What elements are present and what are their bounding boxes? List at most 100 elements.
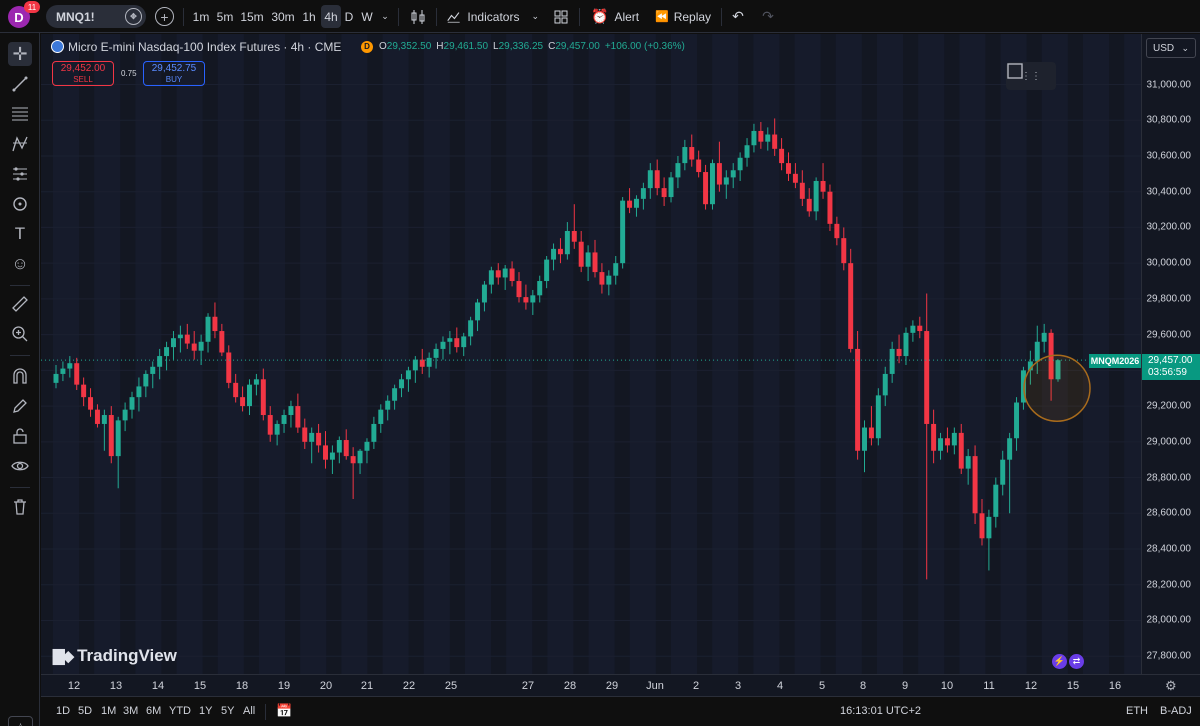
session-toggle[interactable]: ETH	[1126, 705, 1148, 717]
candle-body	[247, 384, 252, 407]
compare-add-symbol-button[interactable]: +	[155, 7, 174, 26]
candle-body	[392, 388, 398, 401]
toolbar-divider	[398, 8, 399, 26]
layouts-button[interactable]	[550, 5, 572, 28]
candle-body	[226, 352, 232, 383]
interval-30m[interactable]: 30m	[271, 9, 295, 24]
candle	[454, 327, 460, 353]
candle-body	[274, 423, 280, 435]
magnet-tool[interactable]	[8, 364, 32, 388]
range-3m[interactable]: 3M	[123, 705, 139, 717]
crosshair-tool[interactable]: ✛	[8, 42, 32, 66]
undo-icon: ↶	[732, 8, 744, 24]
zoom-tool[interactable]	[8, 322, 32, 346]
candle	[143, 370, 149, 398]
shapes-tool[interactable]	[8, 192, 32, 216]
time-axis[interactable]: 12 13 14 15 18 19 20 21 22 25 27 28 29 Jun 2 3 4 5 8 9 10 11 1…	[41, 674, 1200, 696]
candle-body	[951, 432, 957, 446]
candle-body	[136, 386, 142, 398]
measure-tool[interactable]	[8, 292, 32, 316]
candle-body	[875, 395, 881, 439]
drag-handle-icon[interactable]: ⋮⋮	[1021, 70, 1041, 82]
candle	[868, 406, 874, 446]
candles-icon	[411, 9, 425, 24]
candle-body	[633, 198, 639, 208]
range-5d[interactable]: 5D	[78, 705, 93, 717]
tradingview-logo: ▇◆ TradingView	[53, 646, 177, 666]
candle-body	[53, 373, 59, 383]
fib-tool[interactable]	[8, 102, 32, 126]
buy-button[interactable]: 29,452.75 BUY	[143, 61, 205, 86]
candle-body	[412, 359, 418, 371]
range-5y[interactable]: 5Y	[221, 705, 235, 717]
interval-1d[interactable]: D	[344, 9, 354, 24]
contract-tag: MNQM2026	[1089, 354, 1141, 368]
candle-body	[302, 427, 308, 442]
symbol-search-button[interactable]: MNQ1! ✥	[46, 5, 146, 28]
candle	[620, 197, 626, 269]
chart-type-button[interactable]	[407, 5, 429, 28]
patterns-tool[interactable]	[8, 132, 32, 156]
forecast-tool[interactable]	[8, 162, 32, 186]
rewind-icon: ⏪	[655, 11, 669, 23]
brush-circle-icon	[13, 197, 27, 211]
interval-1m[interactable]: 1m	[192, 9, 210, 24]
settings-gear-icon[interactable]: ⚙	[1165, 678, 1177, 693]
delayed-data-badge[interactable]: D	[361, 41, 373, 53]
candle-body	[288, 406, 294, 416]
remove-drawings-tool[interactable]	[8, 495, 32, 519]
candle-body	[74, 363, 80, 385]
redo-button[interactable]: ↷	[758, 5, 778, 28]
candle	[806, 188, 812, 217]
interval-dropdown[interactable]: ⌄	[378, 5, 392, 28]
interval-1w[interactable]: W	[361, 9, 373, 24]
range-1y[interactable]: 1Y	[199, 705, 213, 717]
text-tool[interactable]: T	[8, 222, 32, 246]
split-icon[interactable]: ⇄	[1069, 654, 1084, 669]
lock-drawings-tool[interactable]	[8, 424, 32, 448]
candle-body	[502, 268, 508, 278]
user-avatar[interactable]: D	[8, 6, 30, 28]
range-ytd[interactable]: YTD	[169, 705, 191, 717]
alert-button[interactable]: ⏰ Alert	[588, 5, 640, 28]
buy-price: 29,452.75	[151, 63, 197, 74]
chevron-down-icon: ⌄	[531, 11, 539, 21]
interval-4h[interactable]: 4h	[321, 5, 341, 28]
candle	[571, 204, 577, 249]
clock[interactable]: 16:13:01 UTC+2	[840, 705, 922, 717]
interval-5m[interactable]: 5m	[216, 9, 234, 24]
interval-1h[interactable]: 1h	[302, 9, 316, 24]
candle-body	[751, 130, 757, 146]
candle-body	[343, 440, 349, 457]
range-1d[interactable]: 1D	[56, 705, 71, 717]
zoom-in-icon	[12, 326, 28, 342]
candle	[682, 139, 688, 171]
range-1m[interactable]: 1M	[101, 705, 117, 717]
goto-date-icon[interactable]: 📅	[276, 703, 293, 718]
candle-body	[523, 297, 529, 303]
candle	[758, 122, 764, 149]
watchlist-star-button[interactable]: ☆	[8, 716, 33, 726]
symbol-options-icon[interactable]: ✥	[125, 8, 142, 25]
drawing-widget[interactable]: ⋮⋮	[1006, 62, 1056, 90]
adjustment-toggle[interactable]: B-ADJ	[1160, 705, 1192, 717]
lightning-icon[interactable]: ⚡	[1052, 654, 1067, 669]
keep-drawing-tool[interactable]	[8, 394, 32, 418]
price-axis[interactable]: USD ⌄ 31,000.00 30,800.00 30,600.00 30,400.…	[1141, 34, 1200, 674]
hide-drawings-tool[interactable]	[8, 454, 32, 478]
indicators-button[interactable]: Indicators ⌄	[444, 5, 542, 28]
trendline-tool[interactable]	[8, 72, 32, 96]
candle	[779, 138, 785, 171]
undo-button[interactable]: ↶	[728, 5, 748, 28]
range-all[interactable]: All	[243, 705, 256, 717]
candle-body	[115, 420, 121, 457]
replay-button[interactable]: ⏪ Replay	[652, 5, 716, 28]
rectangle-icon[interactable]	[1006, 62, 1024, 80]
session-band	[629, 34, 656, 674]
interval-15m[interactable]: 15m	[240, 9, 264, 24]
sell-button[interactable]: 29,452.00 SELL	[52, 61, 114, 86]
range-6m[interactable]: 6M	[146, 705, 162, 717]
icons-tool[interactable]: ☺	[8, 252, 32, 276]
currency-selector[interactable]: USD ⌄	[1146, 38, 1196, 58]
chart-pane[interactable]: Micro E-mini Nasdaq-100 Index Futures · …	[41, 34, 1141, 674]
